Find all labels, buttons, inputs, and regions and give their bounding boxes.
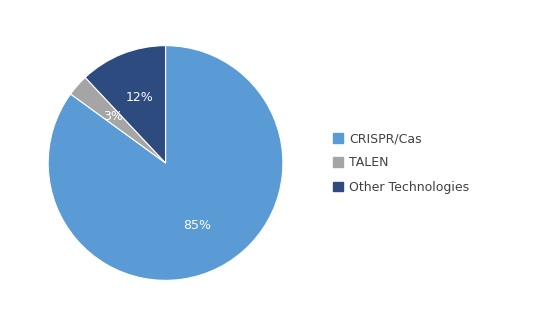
Text: 3%: 3% bbox=[103, 110, 123, 123]
Wedge shape bbox=[48, 46, 283, 280]
Text: 12%: 12% bbox=[125, 91, 153, 104]
Legend: CRISPR/Cas, TALEN, Other Technologies: CRISPR/Cas, TALEN, Other Technologies bbox=[333, 132, 469, 194]
Wedge shape bbox=[70, 78, 166, 163]
Wedge shape bbox=[85, 46, 166, 163]
Text: 85%: 85% bbox=[184, 219, 211, 232]
